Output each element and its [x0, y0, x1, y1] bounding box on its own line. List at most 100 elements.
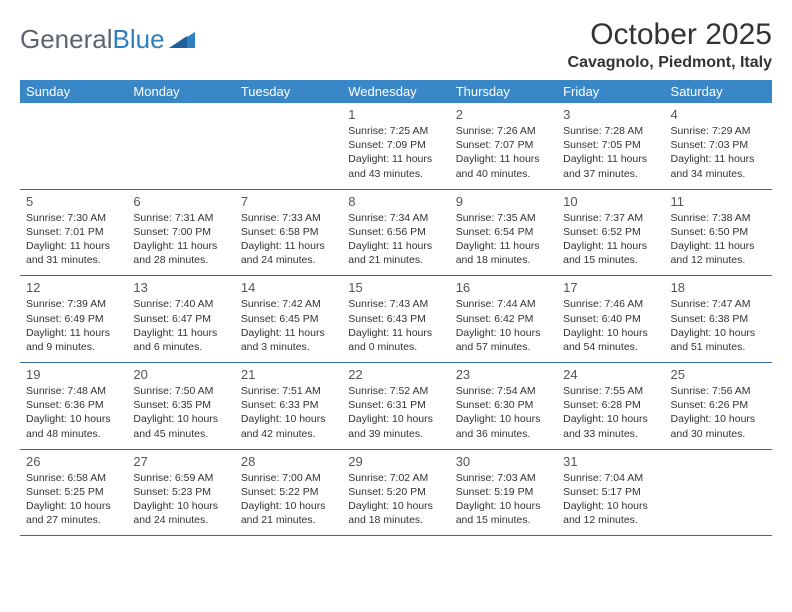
- day-header: Sunday: [20, 80, 127, 103]
- calendar-cell: 24 Sunrise: 7:55 AMSunset: 6:28 PMDayligh…: [557, 363, 664, 450]
- day-header-row: SundayMondayTuesdayWednesdayThursdayFrid…: [20, 80, 772, 103]
- day-number: 27: [133, 454, 228, 469]
- day-number: 20: [133, 367, 228, 382]
- day-number: 22: [348, 367, 443, 382]
- day-number: 25: [671, 367, 766, 382]
- calendar-cell: 20 Sunrise: 7:50 AMSunset: 6:35 PMDayligh…: [127, 363, 234, 450]
- location: Cavagnolo, Piedmont, Italy: [568, 54, 772, 72]
- day-info: Sunrise: 7:44 AMSunset: 6:42 PMDaylight:…: [456, 297, 551, 354]
- day-info: Sunrise: 7:00 AMSunset: 5:22 PMDaylight:…: [241, 471, 336, 528]
- day-info: Sunrise: 7:46 AMSunset: 6:40 PMDaylight:…: [563, 297, 658, 354]
- calendar-body: 1Sunrise: 7:25 AMSunset: 7:09 PMDaylight…: [20, 103, 772, 536]
- calendar-row: 1Sunrise: 7:25 AMSunset: 7:09 PMDaylight…: [20, 103, 772, 189]
- calendar-cell: 7 Sunrise: 7:33 AMSunset: 6:58 PMDaylight…: [235, 189, 342, 276]
- day-header: Monday: [127, 80, 234, 103]
- calendar-cell: 29Sunrise: 7:02 AMSunset: 5:20 PMDayligh…: [342, 449, 449, 536]
- calendar-cell: 10 Sunrise: 7:37 AMSunset: 6:52 PMDayligh…: [557, 189, 664, 276]
- calendar-cell-empty: [235, 103, 342, 189]
- day-info: Sunrise: 7:47 AMSunset: 6:38 PMDaylight:…: [671, 297, 766, 354]
- month-title: October 2025: [568, 18, 772, 52]
- day-info: Sunrise: 7:43 AMSunset: 6:43 PMDaylight:…: [348, 297, 443, 354]
- day-info: Sunrise: 7:30 AMSunset: 7:01 PMDaylight:…: [26, 211, 121, 268]
- day-info: Sunrise: 7:04 AMSunset: 5:17 PMDaylight:…: [563, 471, 658, 528]
- day-header: Friday: [557, 80, 664, 103]
- title-block: October 2025 Cavagnolo, Piedmont, Italy: [568, 18, 772, 72]
- day-info: Sunrise: 7:52 AMSunset: 6:31 PMDaylight:…: [348, 384, 443, 441]
- calendar-cell: 14Sunrise: 7:42 AMSunset: 6:45 PMDayligh…: [235, 276, 342, 363]
- day-number: 2: [456, 107, 551, 122]
- day-number: 12: [26, 280, 121, 295]
- calendar-table: SundayMondayTuesdayWednesdayThursdayFrid…: [20, 80, 772, 536]
- day-number: 23: [456, 367, 551, 382]
- day-info: Sunrise: 7:29 AMSunset: 7:03 PMDaylight:…: [671, 124, 766, 181]
- calendar-cell: 21 Sunrise: 7:51 AMSunset: 6:33 PMDayligh…: [235, 363, 342, 450]
- day-info: Sunrise: 7:37 AMSunset: 6:52 PMDaylight:…: [563, 211, 658, 268]
- day-number: 21: [241, 367, 336, 382]
- calendar-row: 26 Sunrise: 6:58 AMSunset: 5:25 PMDayligh…: [20, 449, 772, 536]
- calendar-cell: 15 Sunrise: 7:43 AMSunset: 6:43 PMDayligh…: [342, 276, 449, 363]
- day-info: Sunrise: 7:35 AMSunset: 6:54 PMDaylight:…: [456, 211, 551, 268]
- day-header: Thursday: [450, 80, 557, 103]
- day-header: Tuesday: [235, 80, 342, 103]
- calendar-cell: 30 Sunrise: 7:03 AMSunset: 5:19 PMDayligh…: [450, 449, 557, 536]
- calendar-cell: 26 Sunrise: 6:58 AMSunset: 5:25 PMDayligh…: [20, 449, 127, 536]
- calendar-cell: 9Sunrise: 7:35 AMSunset: 6:54 PMDaylight…: [450, 189, 557, 276]
- calendar-cell: 4 Sunrise: 7:29 AMSunset: 7:03 PMDaylight…: [665, 103, 772, 189]
- day-number: 19: [26, 367, 121, 382]
- day-number: 16: [456, 280, 551, 295]
- calendar-cell: 11 Sunrise: 7:38 AMSunset: 6:50 PMDayligh…: [665, 189, 772, 276]
- day-number: 7: [241, 194, 336, 209]
- calendar-cell: 6Sunrise: 7:31 AMSunset: 7:00 PMDaylight…: [127, 189, 234, 276]
- day-number: 15: [348, 280, 443, 295]
- calendar-cell: 8Sunrise: 7:34 AMSunset: 6:56 PMDaylight…: [342, 189, 449, 276]
- day-number: 3: [563, 107, 658, 122]
- calendar-cell: 31 Sunrise: 7:04 AMSunset: 5:17 PMDayligh…: [557, 449, 664, 536]
- day-number: 4: [671, 107, 766, 122]
- day-info: Sunrise: 7:54 AMSunset: 6:30 PMDaylight:…: [456, 384, 551, 441]
- calendar-cell: 25Sunrise: 7:56 AMSunset: 6:26 PMDayligh…: [665, 363, 772, 450]
- calendar-cell: 5Sunrise: 7:30 AMSunset: 7:01 PMDaylight…: [20, 189, 127, 276]
- day-info: Sunrise: 7:33 AMSunset: 6:58 PMDaylight:…: [241, 211, 336, 268]
- day-header: Wednesday: [342, 80, 449, 103]
- day-number: 11: [671, 194, 766, 209]
- day-info: Sunrise: 6:59 AMSunset: 5:23 PMDaylight:…: [133, 471, 228, 528]
- day-header: Saturday: [665, 80, 772, 103]
- day-number: 30: [456, 454, 551, 469]
- day-info: Sunrise: 7:38 AMSunset: 6:50 PMDaylight:…: [671, 211, 766, 268]
- calendar-cell: 28Sunrise: 7:00 AMSunset: 5:22 PMDayligh…: [235, 449, 342, 536]
- calendar-cell: 13 Sunrise: 7:40 AMSunset: 6:47 PMDayligh…: [127, 276, 234, 363]
- day-number: 13: [133, 280, 228, 295]
- day-number: 31: [563, 454, 658, 469]
- calendar-cell-empty: [665, 449, 772, 536]
- day-info: Sunrise: 7:03 AMSunset: 5:19 PMDaylight:…: [456, 471, 551, 528]
- day-info: Sunrise: 7:26 AMSunset: 7:07 PMDaylight:…: [456, 124, 551, 181]
- day-info: Sunrise: 7:55 AMSunset: 6:28 PMDaylight:…: [563, 384, 658, 441]
- day-number: 1: [348, 107, 443, 122]
- day-info: Sunrise: 6:58 AMSunset: 5:25 PMDaylight:…: [26, 471, 121, 528]
- calendar-cell: 18 Sunrise: 7:47 AMSunset: 6:38 PMDayligh…: [665, 276, 772, 363]
- calendar-cell-empty: [20, 103, 127, 189]
- calendar-cell: 3 Sunrise: 7:28 AMSunset: 7:05 PMDaylight…: [557, 103, 664, 189]
- day-info: Sunrise: 7:28 AMSunset: 7:05 PMDaylight:…: [563, 124, 658, 181]
- day-number: 14: [241, 280, 336, 295]
- day-number: 26: [26, 454, 121, 469]
- calendar-row: 19Sunrise: 7:48 AMSunset: 6:36 PMDayligh…: [20, 363, 772, 450]
- day-info: Sunrise: 7:50 AMSunset: 6:35 PMDaylight:…: [133, 384, 228, 441]
- calendar-row: 5Sunrise: 7:30 AMSunset: 7:01 PMDaylight…: [20, 189, 772, 276]
- calendar-cell: 2 Sunrise: 7:26 AMSunset: 7:07 PMDaylight…: [450, 103, 557, 189]
- day-number: 29: [348, 454, 443, 469]
- day-info: Sunrise: 7:40 AMSunset: 6:47 PMDaylight:…: [133, 297, 228, 354]
- day-info: Sunrise: 7:39 AMSunset: 6:49 PMDaylight:…: [26, 297, 121, 354]
- day-info: Sunrise: 7:51 AMSunset: 6:33 PMDaylight:…: [241, 384, 336, 441]
- calendar-cell: 19Sunrise: 7:48 AMSunset: 6:36 PMDayligh…: [20, 363, 127, 450]
- day-info: Sunrise: 7:34 AMSunset: 6:56 PMDaylight:…: [348, 211, 443, 268]
- calendar-cell-empty: [127, 103, 234, 189]
- day-number: 6: [133, 194, 228, 209]
- calendar-cell: 23 Sunrise: 7:54 AMSunset: 6:30 PMDayligh…: [450, 363, 557, 450]
- day-number: 17: [563, 280, 658, 295]
- day-number: 24: [563, 367, 658, 382]
- day-number: 10: [563, 194, 658, 209]
- logo-text-blue: Blue: [113, 24, 165, 55]
- day-number: 18: [671, 280, 766, 295]
- calendar-cell: 17 Sunrise: 7:46 AMSunset: 6:40 PMDayligh…: [557, 276, 664, 363]
